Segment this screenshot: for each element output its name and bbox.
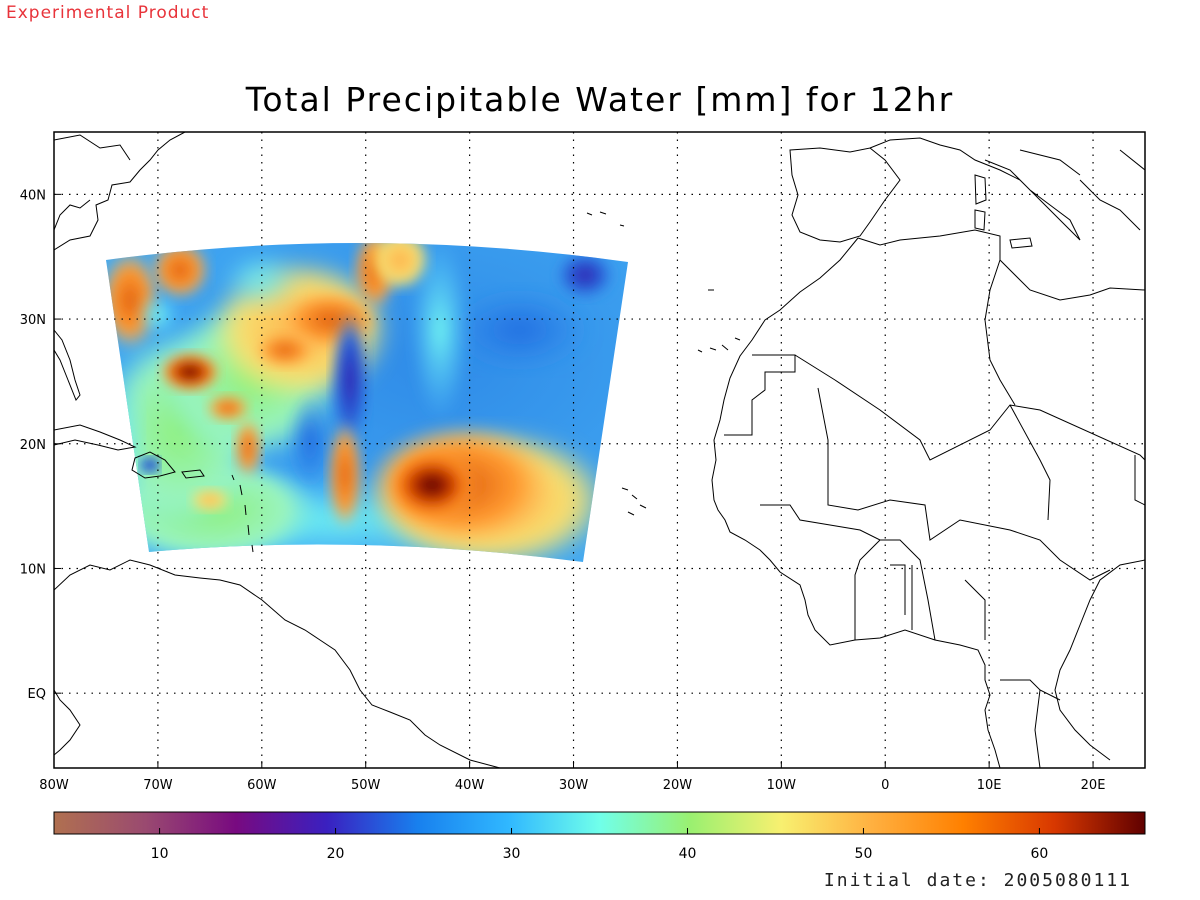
colorbar-tick-label: 60 (1031, 846, 1049, 862)
map-frame (53, 131, 1146, 769)
colorbar-tick-label: 20 (327, 846, 345, 862)
initial-date: Initial date: 2005080111 (823, 870, 1132, 891)
precipitable-water-field (106, 242, 628, 562)
lat-tick-label: 10N (20, 562, 46, 577)
lat-tick-label: 30N (20, 313, 46, 328)
east-africa-coast (1054, 559, 1145, 761)
colorbar-ticks: 10 20 30 40 50 60 (151, 828, 1049, 862)
coastlines (54, 132, 1145, 768)
colorbar-tick-label: 50 (855, 846, 873, 862)
lat-tick-label: 20N (20, 438, 46, 453)
longitude-axis: 80W 70W 60W 50W 40W 30W 20W 10W 0 10E 20E (39, 761, 1105, 793)
graticule (54, 132, 1145, 768)
colorbar-tick-label: 10 (151, 846, 169, 862)
colorbar-tick-label: 40 (679, 846, 697, 862)
lon-tick-label: 70W (143, 778, 173, 793)
colorbar-tick-label: 30 (503, 846, 521, 862)
colorbar-scale (53, 811, 1146, 835)
map-title: Total Precipitable Water [mm] for 12hr (245, 80, 955, 119)
south-america-coast (54, 559, 501, 768)
experimental-product-label: Experimental Product (6, 3, 210, 23)
lon-tick-label: 10E (977, 778, 1002, 793)
latitude-axis: 40N 30N 20N 10N EQ (20, 188, 61, 702)
colorbar (53, 811, 1146, 835)
lon-tick-label: 0 (881, 778, 889, 793)
lat-tick-label: EQ (28, 687, 46, 702)
caribbean-islands (54, 424, 205, 479)
lesser-antilles (231, 474, 254, 553)
lon-tick-label: 80W (39, 778, 69, 793)
lon-tick-label: 60W (247, 778, 277, 793)
lon-tick-label: 10W (767, 778, 797, 793)
lon-tick-label: 50W (351, 778, 381, 793)
iberia-coast (789, 147, 901, 243)
political-borders (724, 259, 1145, 768)
africa-coast (711, 229, 1145, 768)
atlantic-islands (586, 211, 741, 516)
europe-coast (869, 137, 1145, 241)
mediterranean-islands (974, 174, 1033, 249)
north-america-coast (54, 132, 186, 251)
florida-coast (54, 329, 81, 401)
lat-tick-label: 40N (20, 188, 46, 203)
lon-tick-label: 20E (1081, 778, 1106, 793)
lon-tick-label: 30W (559, 778, 589, 793)
lon-tick-label: 40W (455, 778, 485, 793)
lon-tick-label: 20W (663, 778, 693, 793)
